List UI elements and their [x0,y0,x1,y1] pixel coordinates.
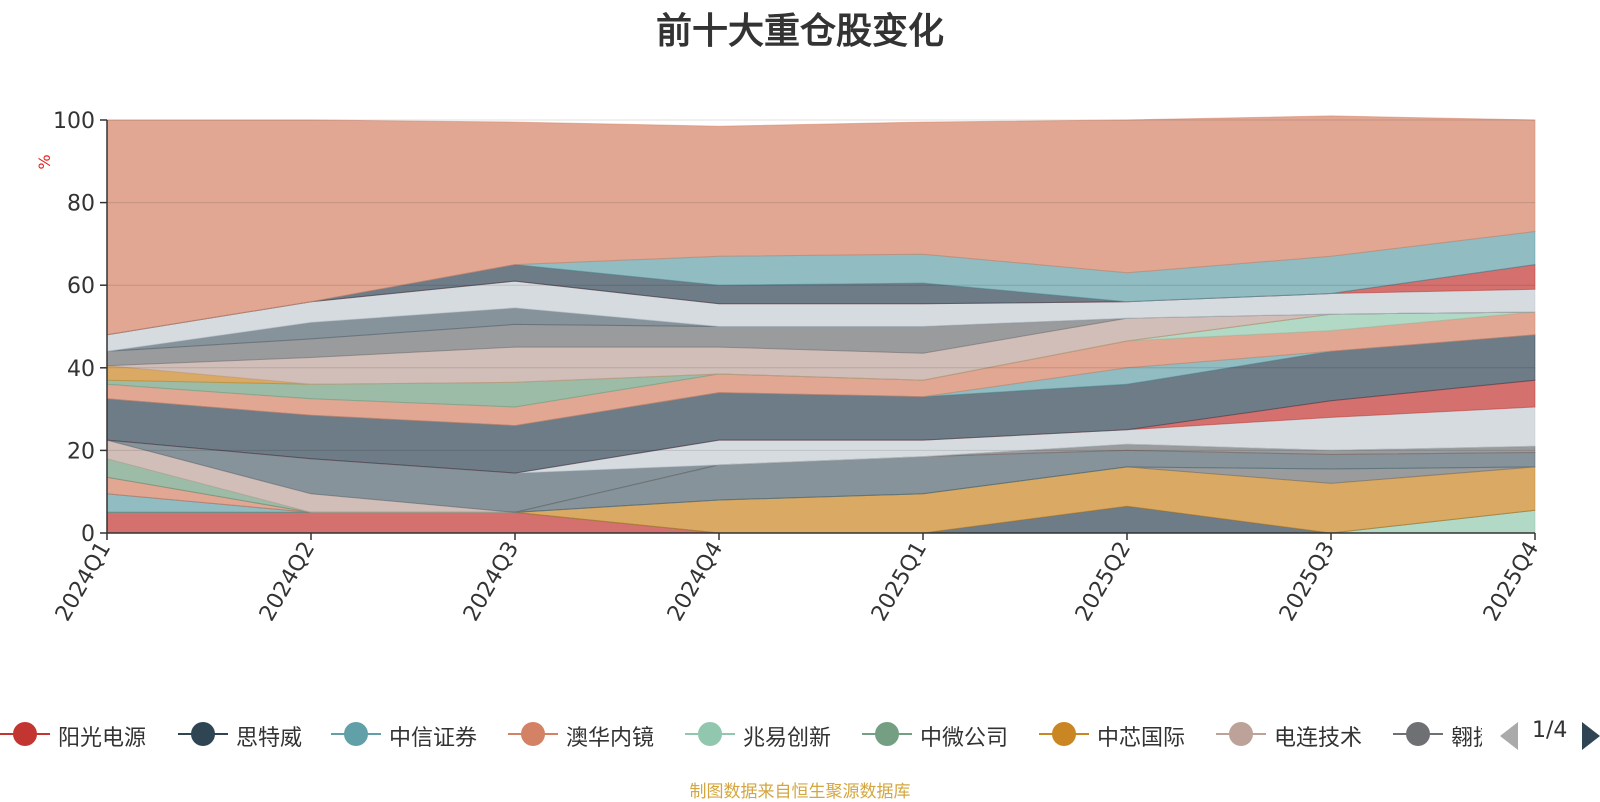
legend-item-7[interactable]: 中芯国际 [1039,714,1214,754]
x-tick-label: 2025Q4 [1479,538,1544,626]
legend-label: 中微公司 [920,726,1009,751]
legend-label: 电连技术 [1274,726,1363,751]
y-tick-label: 40 [67,357,95,382]
legend-dot-icon [344,722,368,746]
legend-item-3[interactable]: 中信证券 [331,714,506,754]
x-tick-label: 2025Q3 [1275,538,1340,626]
y-tick-label: 0 [81,522,95,547]
legend-label: 思特威 [236,726,303,751]
stacked-area-chart: 0 20 40 60 80 100 2024Q1 2024Q2 2024Q3 2024Q4 2025… [35,109,1544,626]
legend-label: 兆易创新 [743,726,832,751]
y-tick-label: 100 [53,109,95,134]
legend-item-4[interactable]: 澳华内镜 [508,714,683,754]
legend-label: 阳光电源 [58,726,147,751]
legend-label: 中信证券 [389,726,478,751]
legend-dot-icon [13,722,37,746]
legend-item-1[interactable]: 阳光电源 [0,714,175,754]
legend-item-9[interactable]: 翱捷 [1393,714,1482,754]
legend-item-2[interactable]: 思特威 [178,714,353,754]
legend-dot-icon [698,722,722,746]
legend-prev-icon[interactable] [1500,722,1518,750]
y-tick-label: 60 [67,274,95,299]
legend-dot-icon [521,722,545,746]
x-tick-label: 2024Q3 [459,538,524,626]
legend-dot-icon [1052,722,1076,746]
legend-item-8[interactable]: 电连技术 [1216,714,1391,754]
legend-item-5[interactable]: 兆易创新 [685,714,860,754]
y-tick-label: 20 [67,439,95,464]
chart-title: 前十大重仓股变化 [655,11,944,52]
legend-pager: 1/4 [1500,718,1600,752]
area-band-28[interactable] [106,115,1536,336]
legend: 阳光电源 思特威 中信证券 澳华内镜 兆易创新 中微公司 中芯国际 电连技术 翱捷 [0,714,1600,754]
legend-label: 翱捷 [1451,726,1482,751]
x-tick-label: 2024Q2 [255,538,320,626]
legend-items: 阳光电源 思特威 中信证券 澳华内镜 兆易创新 中微公司 中芯国际 电连技术 翱捷 [0,714,1482,754]
legend-item-6[interactable]: 中微公司 [862,714,1037,754]
legend-dot-icon [1406,722,1430,746]
x-tick-label: 2024Q1 [51,538,116,626]
x-tick-label: 2024Q4 [663,538,728,626]
legend-label: 中芯国际 [1097,726,1186,751]
y-axis-unit: % [35,154,54,169]
area-series-group [106,115,1536,534]
legend-next-icon[interactable] [1582,722,1600,750]
legend-label: 澳华内镜 [566,726,655,751]
data-source-note: 制图数据来自恒生聚源数据库 [689,782,911,802]
legend-dot-icon [191,722,215,746]
legend-page-indicator: 1/4 [1532,718,1568,743]
x-tick-label: 2025Q1 [867,538,932,626]
y-tick-label: 80 [67,192,95,217]
legend-dot-icon [1229,722,1253,746]
x-tick-label: 2025Q2 [1071,538,1136,626]
legend-dot-icon [875,722,899,746]
